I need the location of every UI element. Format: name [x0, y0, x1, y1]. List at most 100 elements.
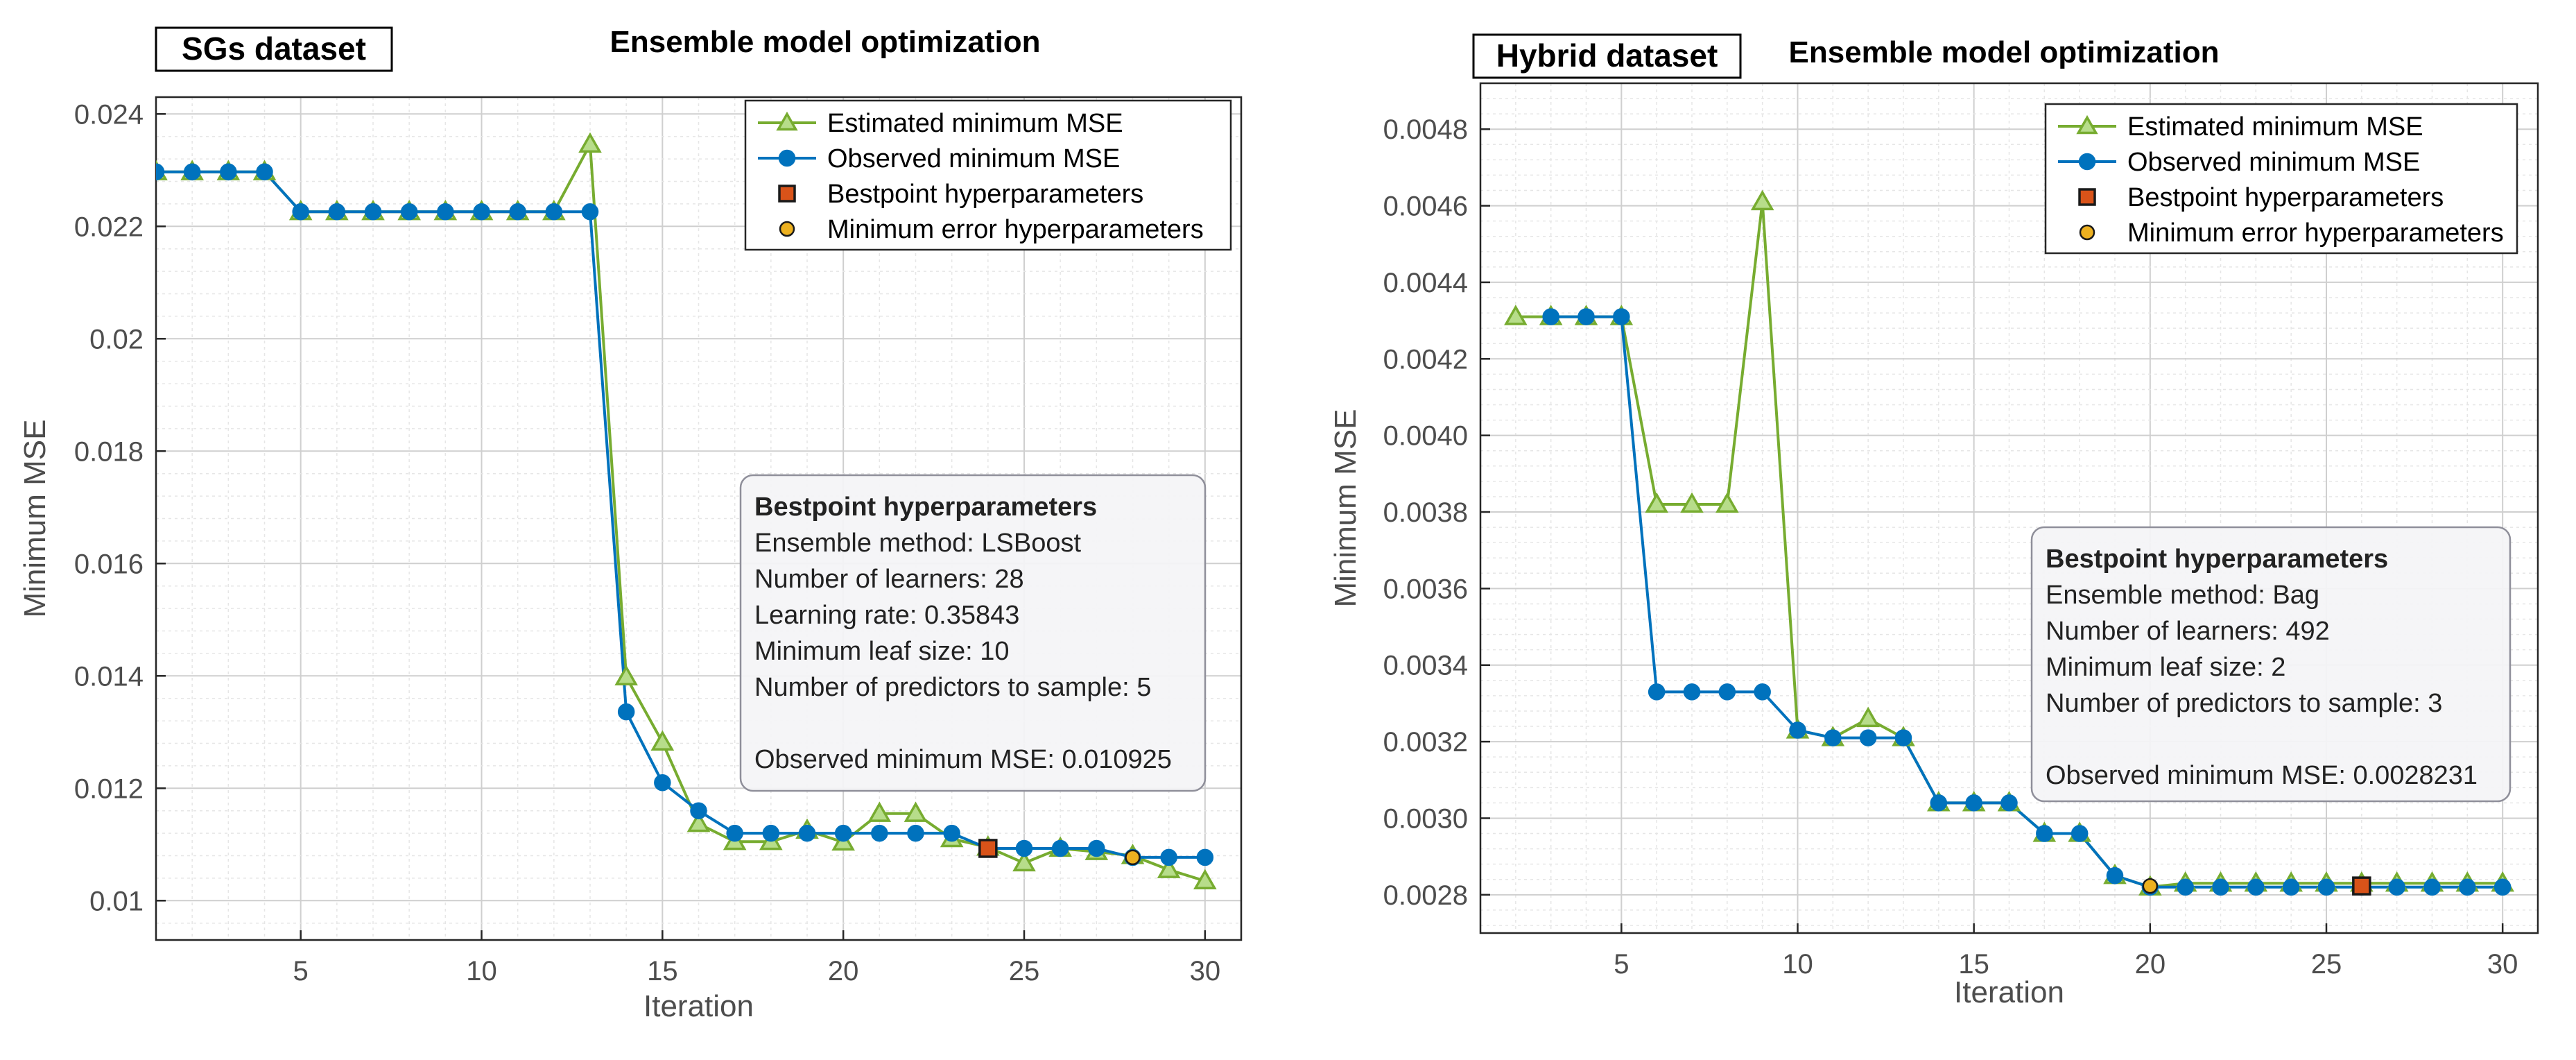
annotation-title: Bestpoint hyperparameters — [754, 493, 1097, 522]
observed-point — [183, 163, 201, 180]
y-axis-label: Minimum MSE — [18, 419, 52, 617]
observed-point — [2036, 825, 2053, 842]
estimated-point — [614, 665, 638, 686]
observed-point — [1754, 683, 1771, 701]
chart-title: Ensemble model optimization — [610, 25, 1041, 59]
legend-label: Estimated minimum MSE — [827, 109, 1123, 138]
observed-point — [1542, 308, 1559, 325]
panel-label: SGs dataset — [182, 31, 366, 67]
estimated-point — [867, 801, 892, 822]
legend-marker — [779, 221, 795, 237]
observed-point — [437, 203, 454, 221]
legend-marker — [2078, 153, 2096, 171]
legend-marker — [2078, 188, 2096, 206]
y-tick-label: 0.0042 — [1383, 344, 1468, 375]
legend-label: Bestpoint hyperparameters — [827, 180, 1143, 209]
y-tick-label: 0.0044 — [1383, 268, 1468, 298]
observed-point — [1718, 683, 1736, 701]
bestpoint-marker — [2352, 876, 2371, 896]
observed-point — [292, 203, 309, 221]
annotation-line: Observed minimum MSE: 0.010925 — [754, 745, 1172, 774]
annotation-background — [2030, 526, 2512, 803]
legend-marker — [778, 185, 796, 203]
observed-point — [834, 824, 852, 842]
observed-point — [2459, 878, 2476, 896]
x-axis-label: Iteration — [643, 989, 754, 1023]
observed-point — [2282, 878, 2300, 896]
y-tick-label: 0.01 — [89, 886, 144, 916]
y-tick-label: 0.016 — [74, 549, 144, 579]
axes-box — [1479, 82, 2539, 934]
estimated-point — [1680, 492, 1704, 513]
annotation-line: Observed minimum MSE: 0.0028231 — [2046, 761, 2478, 790]
observed-point — [617, 703, 635, 721]
estimated-point — [1750, 189, 1774, 211]
observed-point — [545, 203, 563, 221]
observed-point — [1577, 308, 1595, 325]
estimated-point — [1715, 492, 1739, 513]
observed-point — [2106, 866, 2124, 884]
annotation-line: Learning rate: 0.35843 — [754, 601, 1019, 630]
observed-point — [1015, 839, 1033, 857]
legend-label: Minimum error hyperparameters — [827, 215, 1204, 244]
legend-marker — [776, 111, 798, 131]
observed-point — [1859, 729, 1877, 746]
legend-label: Estimated minimum MSE — [2127, 112, 2423, 142]
panel-label: Hybrid dataset — [1496, 37, 1718, 74]
observed-point — [1965, 794, 1982, 812]
x-tick-label: 15 — [647, 956, 678, 986]
y-tick-label: 0.0040 — [1383, 421, 1468, 452]
observed-point — [1196, 848, 1214, 866]
annotation-box: Bestpoint hyperparameters Ensemble method… — [739, 474, 1207, 792]
x-tick-label: 30 — [1190, 956, 1221, 986]
y-tick-label: 0.0038 — [1383, 497, 1468, 528]
y-tick-label: 0.0034 — [1383, 651, 1468, 681]
observed-point — [1789, 721, 1806, 739]
y-tick-label: 0.022 — [74, 212, 144, 242]
legend-marker — [778, 149, 796, 167]
x-tick-label: 5 — [1614, 949, 1629, 980]
axes-box — [155, 96, 1243, 941]
x-tick-label: 20 — [2135, 949, 2166, 980]
annotation-box: Bestpoint hyperparameters Ensemble method… — [2030, 526, 2512, 803]
observed-point — [220, 163, 237, 180]
observed-point — [581, 203, 599, 221]
annotation-line: Minimum leaf size: 2 — [2046, 653, 2285, 682]
observed-point — [726, 824, 743, 842]
legend: Estimated minimum MSE Observed minimum MS… — [2044, 103, 2518, 255]
panel-label-box — [1472, 33, 1742, 79]
annotation-line: Minimum leaf size: 10 — [754, 637, 1009, 666]
observed-point — [2177, 878, 2194, 896]
y-tick-label: 0.012 — [74, 773, 144, 804]
observed-point — [943, 824, 960, 842]
annotation-line: Ensemble method: Bag — [2046, 581, 2319, 610]
annotation-line: Number of predictors to sample: 5 — [754, 673, 1151, 702]
observed-point — [2423, 878, 2441, 896]
observed-point — [1683, 683, 1701, 701]
observed-point — [2493, 878, 2512, 896]
legend-label: Observed minimum MSE — [2127, 148, 2420, 177]
estimated-point — [650, 730, 675, 751]
observed-point — [907, 824, 924, 842]
estimated-point — [1504, 305, 1528, 325]
observed-point — [654, 773, 671, 792]
observed-point — [400, 203, 418, 221]
observed-point — [2317, 878, 2335, 896]
x-tick-label: 15 — [1958, 949, 1989, 980]
observed-point — [509, 203, 526, 221]
annotation-line: Ensemble method: LSBoost — [754, 529, 1081, 558]
x-tick-label: 5 — [293, 956, 309, 986]
x-tick-label: 25 — [1009, 956, 1040, 986]
observed-point — [871, 824, 888, 842]
y-tick-label: 0.0032 — [1383, 727, 1468, 758]
estimated-point — [686, 812, 711, 832]
estimated-point — [1856, 706, 1880, 728]
chart-panel-hybrid: 5 10 15 20 25 30 0.0028 0.0030 0.0032 0.0034 0.003… — [1329, 33, 2539, 1009]
observed-point — [1824, 729, 1842, 746]
x-tick-label: 25 — [2311, 949, 2342, 980]
y-tick-label: 0.0036 — [1383, 574, 1468, 604]
legend-label: Observed minimum MSE — [827, 144, 1120, 173]
min-error-marker — [2142, 878, 2159, 894]
observed-point — [364, 203, 382, 221]
observed-point — [1613, 308, 1630, 325]
